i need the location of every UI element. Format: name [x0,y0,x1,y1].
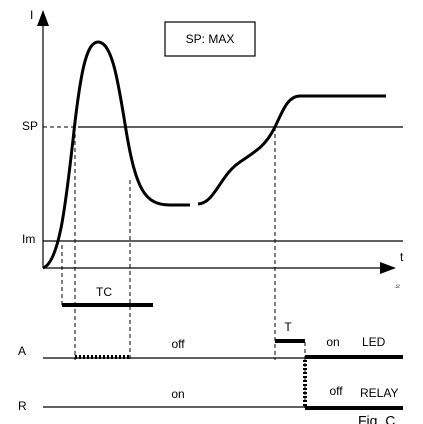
sp-label: SP [22,119,38,133]
y-label: I [30,8,33,22]
y-arrow [37,10,49,26]
tc-label: TC [96,285,112,299]
r-after: off [329,384,343,398]
x-label: t [400,250,404,264]
x-note: fc [395,284,401,288]
a-label: A [18,344,26,358]
current-curve [42,40,190,270]
current-curve [197,94,386,206]
a-after: on [326,335,339,349]
sp-box-label: SP: MAX [186,32,235,46]
caption: Fig. C [358,413,395,424]
r-device: RELAY [360,386,398,400]
im-label: Im [22,232,35,246]
a-before: off [171,337,185,351]
a-device: LED [362,335,386,349]
x-arrow [380,262,396,274]
t-label: T [284,320,292,334]
sp-box [164,21,256,57]
r-label: R [18,399,27,413]
r-before: on [171,387,184,401]
